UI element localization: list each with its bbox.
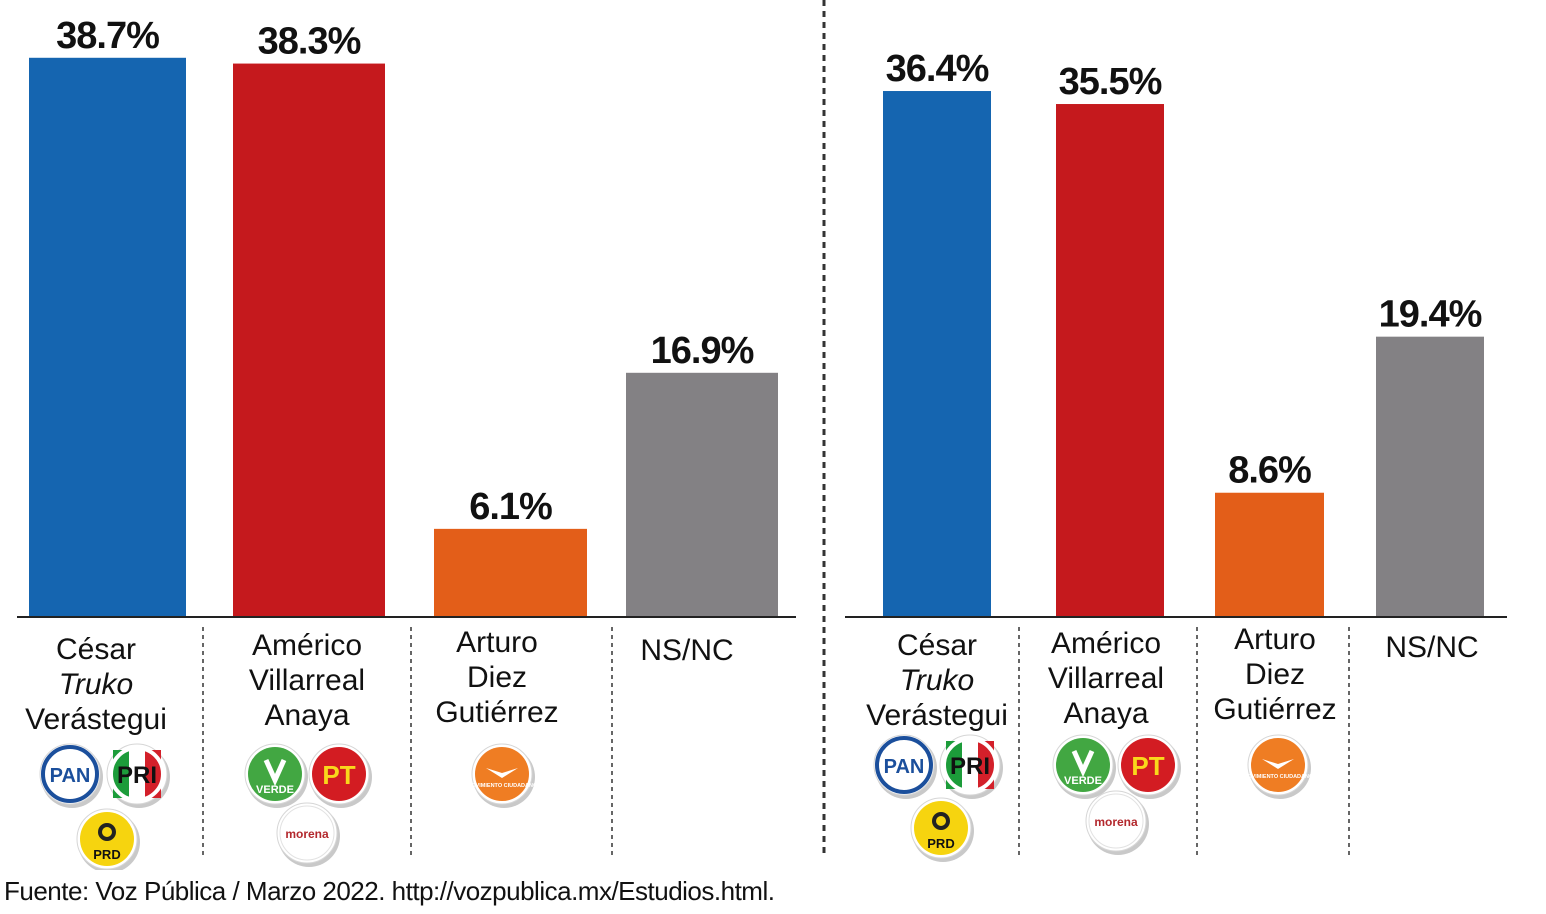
prd-logo-icon: PRD bbox=[910, 797, 974, 862]
morena-logo-icon: morena bbox=[1085, 790, 1149, 855]
svg-text:PAN: PAN bbox=[884, 756, 925, 778]
pan-logo-icon: PAN bbox=[39, 743, 103, 808]
value-label-3: 6.1% bbox=[469, 486, 552, 528]
bar-3 bbox=[434, 528, 587, 617]
pt-logo-icon: PT bbox=[1117, 734, 1181, 799]
chart-panel-2: 36.4% 35.5% 8.6% 19.4% César Truko Verástegui P… bbox=[845, 48, 1507, 862]
category-label-3: Arturo Diez Gutiérrez bbox=[1213, 623, 1336, 726]
pri-logo-icon: PRI bbox=[939, 734, 1003, 799]
value-label-2: 35.5% bbox=[1059, 61, 1162, 103]
pt-logo-icon: PT bbox=[308, 743, 372, 808]
svg-text:PRI: PRI bbox=[117, 762, 157, 789]
pan-logo-icon: PAN bbox=[873, 734, 937, 799]
svg-text:MOVIMIENTO CIUDADANO: MOVIMIENTO CIUDADANO bbox=[1243, 774, 1314, 780]
verde-logo-icon: VERDE bbox=[244, 743, 308, 808]
bar-2 bbox=[1056, 104, 1164, 617]
morena-logo-icon: morena bbox=[276, 802, 340, 867]
source-note: Fuente: Voz Pública / Marzo 2022. http:/… bbox=[4, 876, 775, 906]
svg-text:VERDE: VERDE bbox=[256, 784, 294, 796]
category-label-4: NS/NC bbox=[1385, 631, 1478, 664]
bar-2 bbox=[233, 63, 385, 617]
svg-text:morena: morena bbox=[285, 827, 329, 841]
bar-1 bbox=[29, 57, 186, 618]
bar-4 bbox=[1376, 336, 1484, 617]
value-label-4: 16.9% bbox=[651, 330, 754, 372]
value-label-1: 36.4% bbox=[886, 48, 989, 90]
value-label-3: 8.6% bbox=[1228, 450, 1311, 492]
svg-text:PRI: PRI bbox=[950, 753, 990, 780]
movimiento-ciudadano-logo-icon: MOVIMIENTO CIUDADANO bbox=[467, 743, 538, 808]
prd-logo-icon: PRD bbox=[76, 808, 140, 870]
chart-panel-1: 38.7% 38.3% 6.1% 16.9% César Truko Verástegui P… bbox=[17, 15, 796, 870]
category-label-2: Américo Villarreal Anaya bbox=[249, 629, 365, 732]
svg-text:morena: morena bbox=[1094, 815, 1138, 829]
bar-3 bbox=[1215, 492, 1324, 617]
bar-1 bbox=[883, 91, 991, 617]
svg-text:MOVIMIENTO CIUDADANO: MOVIMIENTO CIUDADANO bbox=[467, 783, 538, 789]
value-label-4: 19.4% bbox=[1379, 294, 1482, 336]
verde-logo-icon: VERDE bbox=[1052, 734, 1116, 799]
svg-text:VERDE: VERDE bbox=[1064, 775, 1102, 787]
value-label-2: 38.3% bbox=[258, 21, 361, 63]
category-label-4: NS/NC bbox=[640, 634, 733, 667]
category-label-3: Arturo Diez Gutiérrez bbox=[435, 626, 558, 729]
svg-text:PRD: PRD bbox=[93, 847, 120, 862]
svg-text:PT: PT bbox=[322, 760, 355, 790]
svg-text:PAN: PAN bbox=[50, 765, 91, 787]
svg-text:PRD: PRD bbox=[927, 836, 954, 851]
bar-4 bbox=[626, 372, 778, 617]
category-label-1: César Truko Verástegui bbox=[866, 629, 1008, 732]
value-label-1: 38.7% bbox=[56, 15, 159, 57]
category-label-2: Américo Villarreal Anaya bbox=[1048, 627, 1164, 730]
bar-charts-figure: 38.7% 38.3% 6.1% 16.9% César Truko Verástegui P… bbox=[17, 0, 1507, 870]
category-label-1: César Truko Verástegui bbox=[25, 633, 167, 736]
svg-text:PT: PT bbox=[1131, 751, 1164, 781]
pri-logo-icon: PRI bbox=[106, 743, 170, 808]
movimiento-ciudadano-logo-icon: MOVIMIENTO CIUDADANO bbox=[1243, 734, 1314, 799]
